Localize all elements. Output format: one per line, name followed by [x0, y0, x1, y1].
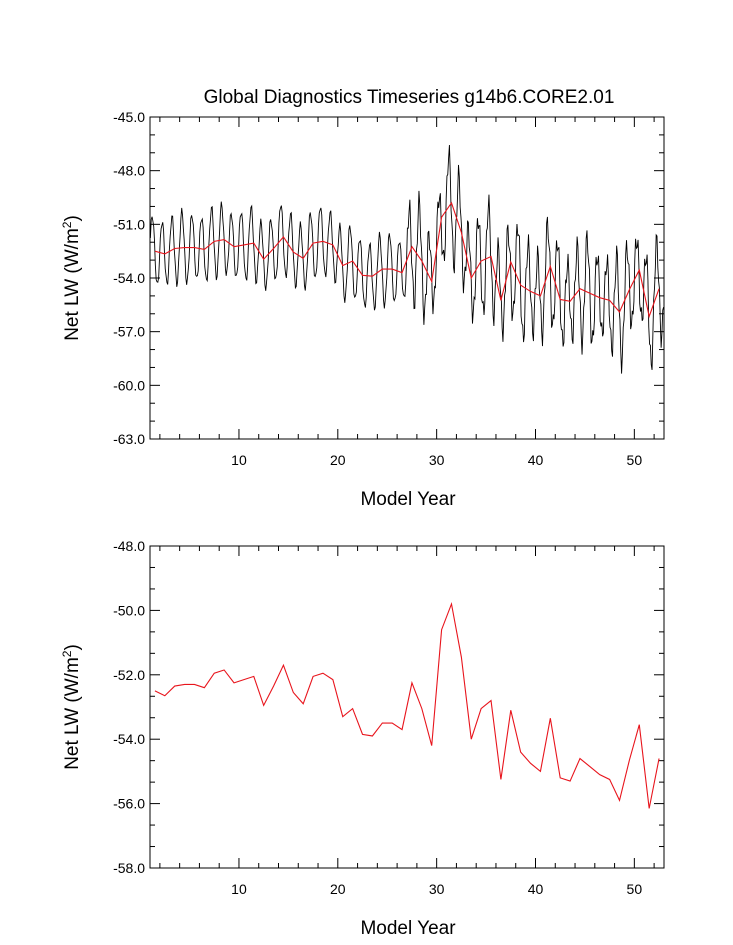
x-tick-label: 10: [231, 881, 247, 897]
bottom-y-axis-title: Net LW (W/m2): [60, 644, 83, 770]
y-tick-label: -51.0: [113, 216, 145, 232]
top-y-axis-title-main: Net LW (W/m: [62, 228, 83, 341]
y-tick-label: -50.0: [113, 602, 145, 618]
top-series: [149, 144, 665, 374]
top-y-axis-title-close: ): [62, 215, 83, 221]
series-line-annual: [154, 601, 660, 809]
y-tick-label: -63.0: [113, 431, 145, 447]
y-tick-label: -57.0: [113, 324, 145, 340]
y-tick-label: -54.0: [113, 270, 145, 286]
top-y-axis-title-sup: 2: [60, 221, 74, 228]
top-panel: -45.0 -48.0 -51.0 -54.0 -57.0 -60.0 -63.0 10 20…: [60, 109, 665, 510]
y-tick-label: -56.0: [113, 796, 145, 812]
bottom-x-axis-title: Model Year: [360, 918, 456, 939]
x-tick-label: 20: [330, 452, 346, 468]
bottom-series: [154, 601, 660, 809]
bottom-y-tick-labels: -48.0 -50.0 -52.0 -54.0 -56.0 -58.0: [113, 538, 145, 876]
top-x-axis-title: Model Year: [360, 489, 456, 510]
y-tick-label: -48.0: [113, 163, 145, 179]
series-line-monthly: [149, 144, 665, 374]
top-plot-frame: [149, 116, 665, 440]
bottom-panel: -48.0 -50.0 -52.0 -54.0 -56.0 -58.0 10 20 30 40 5…: [60, 538, 665, 939]
series-line-annual: [154, 201, 660, 319]
top-y-axis-title: Net LW (W/m2): [60, 215, 83, 341]
x-tick-label: 40: [528, 881, 544, 897]
bottom-plot-frame: [149, 545, 665, 869]
bottom-x-tick-labels: 10 20 30 40 50: [231, 881, 642, 897]
x-tick-label: 50: [627, 881, 643, 897]
y-tick-label: -54.0: [113, 731, 145, 747]
x-tick-label: 30: [429, 452, 445, 468]
bottom-y-axis-title-close: ): [62, 644, 83, 650]
y-tick-label: -45.0: [113, 109, 145, 125]
y-tick-label: -60.0: [113, 377, 145, 393]
x-tick-label: 20: [330, 881, 346, 897]
chart-title: Global Diagnostics Timeseries g14b6.CORE…: [204, 87, 615, 108]
x-tick-label: 30: [429, 881, 445, 897]
top-y-tick-labels: -45.0 -48.0 -51.0 -54.0 -57.0 -60.0 -63.0: [113, 109, 145, 447]
top-tick-marks: [150, 116, 664, 440]
bottom-tick-marks: [150, 545, 664, 869]
y-tick-label: -48.0: [113, 538, 145, 554]
y-tick-label: -52.0: [113, 667, 145, 683]
x-tick-label: 10: [231, 452, 247, 468]
x-tick-label: 50: [627, 452, 643, 468]
bottom-y-axis-title-sup: 2: [60, 650, 74, 657]
y-tick-label: -58.0: [113, 860, 145, 876]
top-x-tick-labels: 10 20 30 40 50: [231, 452, 642, 468]
x-tick-label: 40: [528, 452, 544, 468]
bottom-y-axis-title-main: Net LW (W/m: [62, 657, 83, 770]
